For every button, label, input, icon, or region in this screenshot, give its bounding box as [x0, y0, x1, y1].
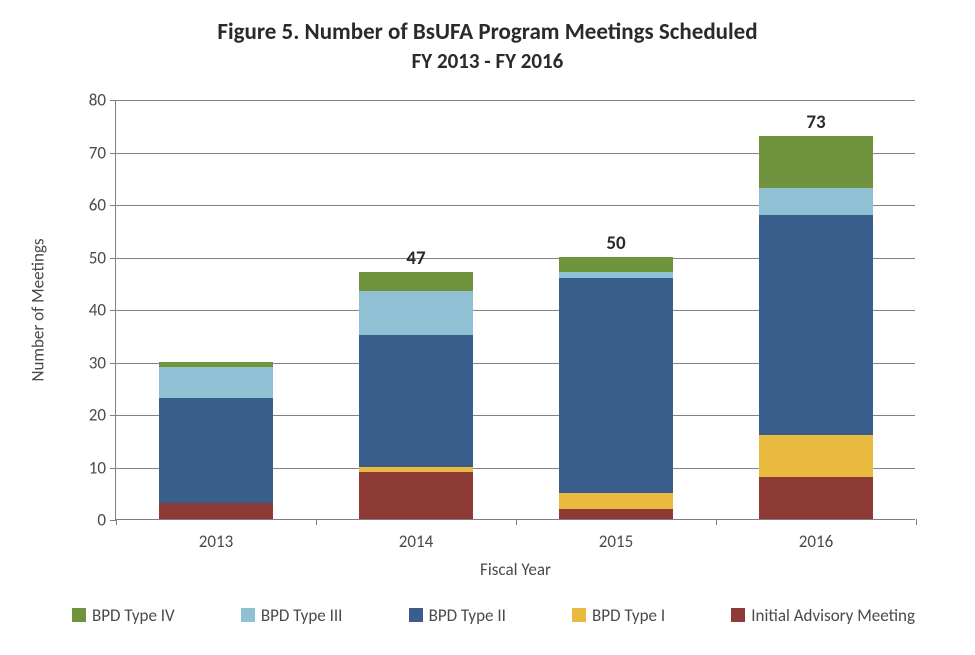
x-tick-mark [916, 519, 917, 525]
bar-seg-bpd4 [159, 362, 273, 367]
bar-seg-bpd3 [759, 188, 873, 214]
bar-2016 [759, 99, 873, 519]
legend-swatch [241, 608, 255, 622]
bar-seg-bpd1 [559, 493, 673, 509]
legend-item-bpd1: BPD Type I [572, 605, 665, 626]
x-tick-mark [516, 519, 517, 525]
bar-seg-bpd1 [359, 467, 473, 472]
legend-item-bpd3: BPD Type III [241, 605, 343, 626]
title-block: Figure 5. Number of BsUFA Program Meetin… [0, 18, 975, 74]
bar-seg-bpd3 [159, 367, 273, 399]
plot-area: Number of Meetings Fiscal Year 010203040… [115, 100, 915, 520]
data-label: 50 [606, 232, 625, 255]
y-tick-label: 70 [66, 142, 106, 163]
legend-item-iam: Initial Advisory Meeting [731, 605, 915, 626]
bar-seg-bpd2 [159, 398, 273, 503]
chart-subtitle: FY 2013 - FY 2016 [0, 48, 975, 74]
x-label: 2015 [599, 531, 633, 552]
bar-seg-bpd4 [559, 257, 673, 273]
x-tick-mark [116, 519, 117, 525]
legend-item-bpd4: BPD Type IV [72, 605, 175, 626]
chart-title: Figure 5. Number of BsUFA Program Meetin… [0, 18, 975, 46]
x-label: 2016 [799, 531, 833, 552]
x-label: 2013 [199, 531, 233, 552]
x-axis-title: Fiscal Year [480, 559, 551, 580]
bar-seg-iam [559, 509, 673, 520]
legend-label: BPD Type I [592, 605, 665, 626]
bar-seg-bpd2 [359, 335, 473, 466]
y-tick-label: 60 [66, 195, 106, 216]
y-tick-mark [110, 363, 116, 364]
bar-2014 [359, 99, 473, 519]
bar-seg-bpd4 [759, 136, 873, 189]
bar-seg-bpd1 [759, 435, 873, 477]
legend-label: BPD Type IV [92, 605, 175, 626]
bar-seg-bpd3 [359, 291, 473, 336]
y-tick-mark [110, 258, 116, 259]
bar-seg-iam [159, 503, 273, 519]
legend-label: Initial Advisory Meeting [751, 605, 915, 626]
y-axis-title: Number of Meetings [28, 238, 49, 381]
bar-seg-bpd2 [559, 278, 673, 493]
x-label: 2014 [399, 531, 433, 552]
data-label: 73 [806, 111, 825, 134]
legend-swatch [572, 608, 586, 622]
x-tick-mark [716, 519, 717, 525]
y-tick-label: 80 [66, 90, 106, 111]
data-label: 47 [406, 247, 425, 270]
y-tick-label: 0 [66, 510, 106, 531]
legend-item-bpd2: BPD Type II [409, 605, 506, 626]
x-tick-mark [316, 519, 317, 525]
bar-seg-bpd2 [759, 215, 873, 436]
y-tick-mark [110, 310, 116, 311]
bar-seg-bpd3 [559, 272, 673, 277]
y-tick-mark [110, 205, 116, 206]
legend: BPD Type IV BPD Type III BPD Type II BPD Ty… [72, 600, 915, 630]
y-tick-label: 10 [66, 457, 106, 478]
chart-container: Figure 5. Number of BsUFA Program Meetin… [0, 0, 975, 655]
legend-swatch [72, 608, 86, 622]
legend-swatch [409, 608, 423, 622]
y-tick-mark [110, 415, 116, 416]
y-tick-mark [110, 153, 116, 154]
bar-seg-bpd4 [359, 272, 473, 290]
y-tick-label: 30 [66, 352, 106, 373]
y-tick-mark [110, 100, 116, 101]
legend-label: BPD Type II [429, 605, 506, 626]
y-tick-mark [110, 468, 116, 469]
bar-seg-iam [759, 477, 873, 519]
bar-2015 [559, 99, 673, 519]
bar-2013 [159, 99, 273, 519]
y-tick-label: 40 [66, 300, 106, 321]
y-tick-label: 50 [66, 247, 106, 268]
bar-seg-iam [359, 472, 473, 519]
legend-label: BPD Type III [261, 605, 343, 626]
legend-swatch [731, 608, 745, 622]
y-tick-label: 20 [66, 405, 106, 426]
